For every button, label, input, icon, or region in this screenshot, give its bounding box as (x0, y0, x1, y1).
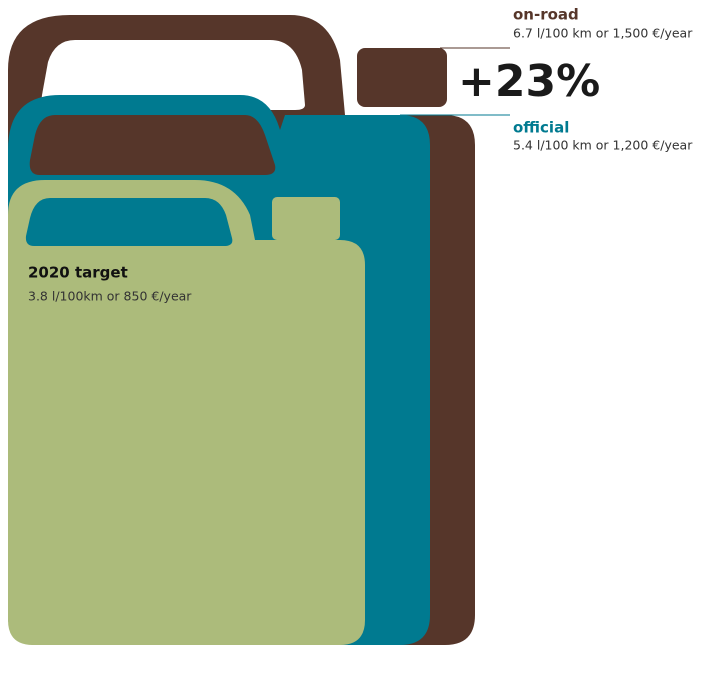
label-title: on-road (513, 6, 579, 24)
label-title: 2020 target (28, 264, 128, 282)
label-title: official (513, 119, 569, 137)
difference: +23% (458, 56, 600, 107)
label-detail: 3.8 l/100km or 850 €/year (28, 289, 192, 304)
label-detail: 6.7 l/100 km or 1,500 €/year (513, 26, 693, 41)
target-can (8, 180, 365, 645)
label-detail: 5.4 l/100 km or 1,200 €/year (513, 138, 693, 153)
